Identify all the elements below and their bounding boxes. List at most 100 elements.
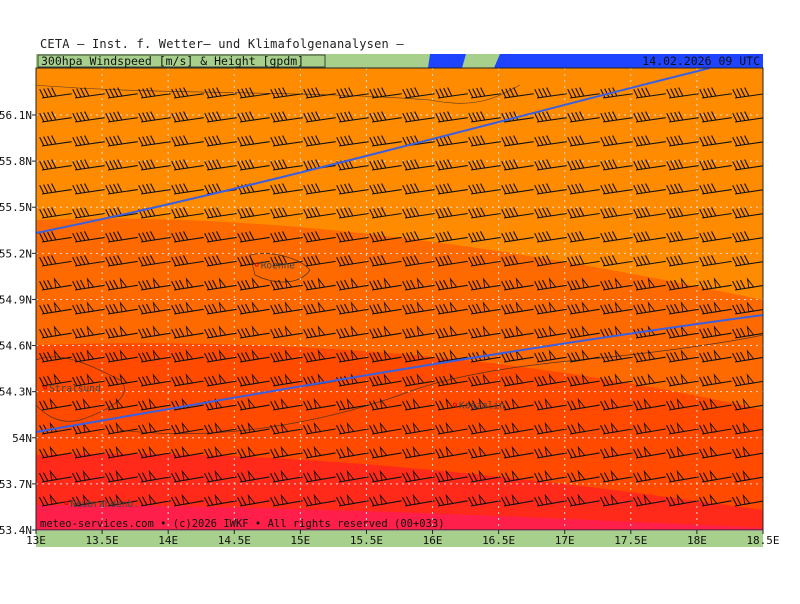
wind-barb xyxy=(699,421,732,435)
wind-barb xyxy=(732,183,763,195)
wind-barb xyxy=(303,277,336,291)
wind-barb xyxy=(766,229,798,243)
lat-tick-label: 53.7N xyxy=(0,478,32,491)
wind-barb xyxy=(39,445,72,459)
wind-barb xyxy=(270,397,303,411)
wind-barb xyxy=(105,445,138,459)
wind-barb xyxy=(600,445,633,459)
wind-barb xyxy=(468,421,501,435)
wind-barb xyxy=(369,231,402,243)
lat-tick-label: 54N xyxy=(12,432,32,445)
lon-tick-label: 15.5E xyxy=(350,534,383,547)
wind-barb xyxy=(105,255,138,267)
wind-barb xyxy=(402,111,435,123)
wind-barb xyxy=(270,421,303,435)
wind-barb xyxy=(600,183,633,195)
wind-barb xyxy=(732,135,763,147)
wind-barb xyxy=(237,445,270,459)
lat-tick-label: 55.2N xyxy=(0,247,32,260)
wind-barb xyxy=(732,87,763,99)
wind-barb xyxy=(567,111,600,123)
wind-barb xyxy=(369,159,402,171)
wind-barb xyxy=(766,372,798,386)
wind-barb xyxy=(336,207,369,219)
wind-barb xyxy=(402,373,435,387)
wind-barb xyxy=(369,183,402,195)
wind-barb xyxy=(171,87,204,99)
bottom-strip xyxy=(36,531,763,547)
wind-barb xyxy=(632,469,666,483)
wind-barb xyxy=(39,397,72,411)
wind-barb xyxy=(72,301,105,315)
wind-barb xyxy=(435,421,468,435)
wind-barb xyxy=(237,87,270,99)
wind-barb xyxy=(72,159,105,171)
wind-barb xyxy=(402,421,435,435)
wind-barb xyxy=(534,111,567,123)
wind-barb xyxy=(501,207,534,219)
wind-barb xyxy=(401,469,435,483)
wind-barb xyxy=(336,421,369,435)
wind-barb xyxy=(369,421,402,435)
wind-barb xyxy=(666,325,699,339)
wind-barb xyxy=(39,301,72,315)
wind-barb xyxy=(567,183,600,195)
lon-tick-label: 13E xyxy=(26,534,46,547)
wind-barb xyxy=(699,397,732,411)
wind-barb xyxy=(533,493,567,507)
wind-barb xyxy=(534,135,567,147)
wind-barb xyxy=(138,349,171,363)
wind-barb xyxy=(236,469,270,483)
wind-barb xyxy=(39,325,72,339)
wind-barb xyxy=(501,277,534,291)
wind-barb xyxy=(766,157,798,170)
wind-barb xyxy=(666,255,699,267)
wind-barb xyxy=(204,207,237,219)
wind-barb xyxy=(303,183,336,195)
wind-barb xyxy=(237,421,270,435)
wind-barb xyxy=(765,492,797,506)
wind-barb xyxy=(336,183,369,195)
wind-barb xyxy=(666,277,699,291)
wind-barb xyxy=(435,183,468,195)
wind-barb xyxy=(171,373,204,387)
wind-barb xyxy=(171,207,204,219)
wind-barb xyxy=(336,231,369,243)
wind-barb xyxy=(534,183,567,195)
wind-barb xyxy=(632,493,666,507)
wind-barb xyxy=(600,277,633,291)
wind-barb xyxy=(369,87,402,99)
wind-barb xyxy=(369,277,402,291)
wind-barb xyxy=(171,421,204,435)
wind-barb xyxy=(39,373,72,387)
wind-barb xyxy=(666,373,699,387)
wind-barb xyxy=(633,373,666,387)
wind-barb xyxy=(302,469,336,483)
wind-barb xyxy=(467,493,501,507)
wind-barb xyxy=(665,469,699,483)
wind-barb xyxy=(434,469,468,483)
city-label: Stralsund xyxy=(49,384,100,395)
wind-barb xyxy=(336,255,369,267)
wind-barb xyxy=(666,231,699,243)
wind-barb xyxy=(534,445,567,459)
wind-barb xyxy=(138,87,171,99)
wind-barb xyxy=(72,87,105,99)
wind-barb xyxy=(567,301,600,315)
wind-barbs xyxy=(38,87,798,507)
wind-barb xyxy=(633,349,666,363)
wind-barb xyxy=(766,396,798,410)
product-label: 300hpa Windspeed [m/s] & Height [gpdm] xyxy=(41,54,304,68)
wind-barb xyxy=(138,373,171,387)
wind-barb xyxy=(270,87,303,99)
wind-barb xyxy=(567,135,600,147)
wind-barb xyxy=(666,183,699,195)
wind-barb xyxy=(138,111,171,123)
wind-barb xyxy=(567,373,600,387)
wind-barb xyxy=(302,493,336,507)
wind-barb xyxy=(204,135,237,147)
wind-barb xyxy=(765,444,797,458)
wind-barb xyxy=(303,421,336,435)
wind-barb xyxy=(369,445,402,459)
wind-barb xyxy=(699,159,732,171)
